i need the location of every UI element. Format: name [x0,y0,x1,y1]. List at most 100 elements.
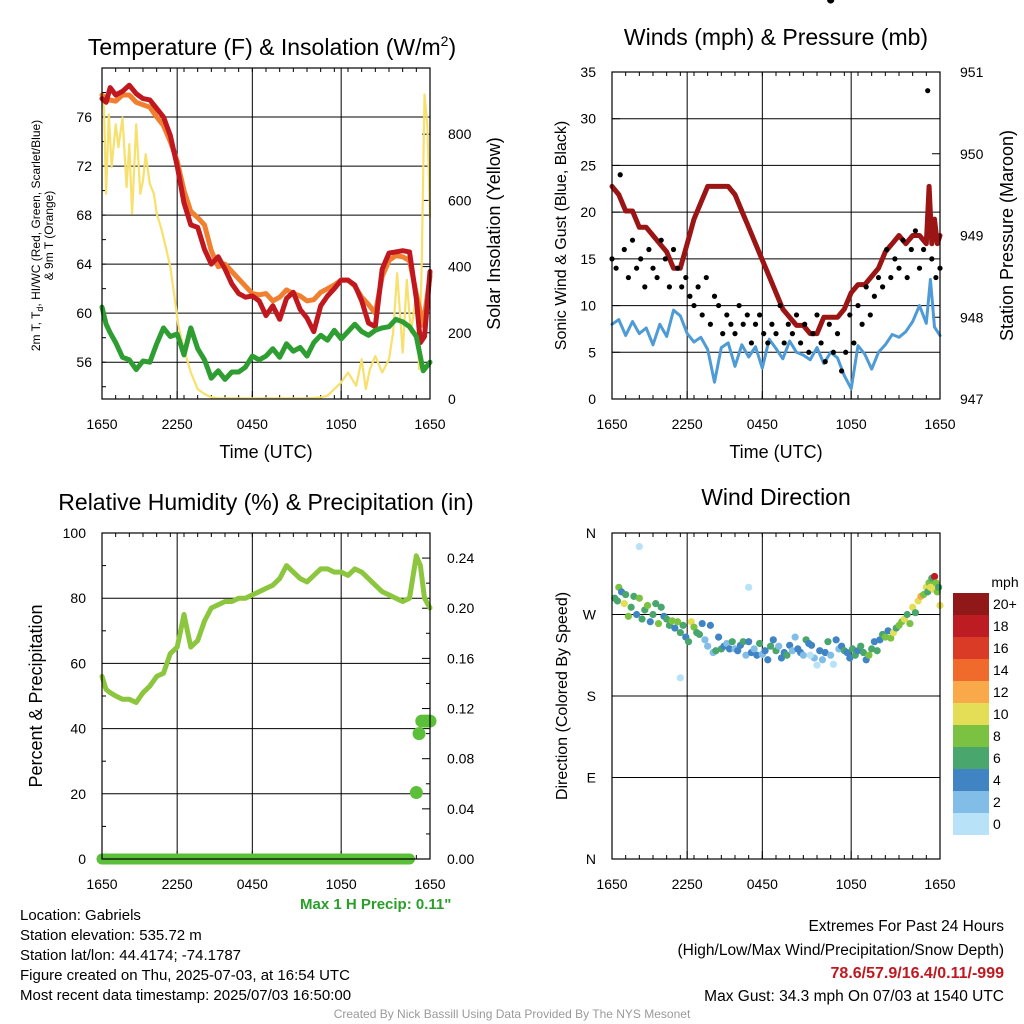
gust-point [638,256,644,262]
direction-point [657,603,665,611]
y2-axis-label: Station Pressure (Maroon) [997,130,1017,341]
direction-point [643,601,652,610]
gust-point [625,274,632,281]
colorbar-label: 18 [993,618,1009,634]
gust-point [912,228,919,234]
direction-point [846,654,854,662]
series-wind-speed [610,277,942,391]
y-tick-label: 30 [580,111,596,127]
y2-tick-label: 951 [960,64,984,80]
panel-temperature: 1650 2250 0450 1050 1650 56 60 64 68 72 76 0 200 400 6… [76,68,472,432]
direction-point [745,583,753,591]
direction-point [881,633,889,641]
gust-point [793,312,800,318]
direction-point [706,621,715,629]
direction-point [712,647,720,655]
direction-point [671,624,679,632]
y-tick-label: 40 [70,721,86,737]
panel-border-humidity [101,532,431,860]
y2-tick-label: 0.00 [447,851,474,867]
colorbar-label: 10 [993,706,1009,722]
y-tick-label: N [586,851,596,867]
x-tick-label: 2250 [162,876,193,892]
series-dewpoint [99,304,433,382]
series-pressure [609,183,943,337]
x-tick-label: 1650 [86,416,117,432]
credit-line: Created By Nick Bassill Using Data Provi… [333,1007,691,1021]
direction-point [824,638,832,646]
series-temp-2m [99,82,433,346]
info-elevation: Station elevation: 535.72 m [20,927,202,944]
max-precip-prefix: Max 1 H Precip: [300,896,416,913]
direction-point [633,610,641,619]
x-tick-label: 2250 [162,416,193,432]
colorbar-swatch [953,769,989,791]
gust-point [736,302,742,309]
direction-point [806,651,814,659]
x-tick-label: 1050 [836,876,867,892]
direction-point [827,651,835,659]
y-tick-label: 64 [76,256,92,272]
y2-tick-label: 400 [448,259,472,275]
direction-point [865,651,873,659]
direction-point [876,636,884,644]
y-tick-label: 80 [70,590,86,606]
gust-point [642,284,648,290]
gust-point [933,274,939,281]
x-tick-label: 2250 [672,876,703,892]
direction-point [903,610,911,619]
direction-point [684,638,693,646]
y-tick-label: 72 [76,158,92,174]
y2-tick-label: 949 [960,228,984,244]
direction-point [848,645,857,653]
direction-point [698,619,706,628]
direction-point [676,674,684,682]
gust-point [740,321,746,327]
gust-point [896,265,902,271]
y-tick-label: 0 [78,851,86,867]
y-tick-label: S [587,688,596,704]
direction-point [728,638,736,646]
direction-point [753,651,761,659]
info-latlon: Station lat/lon: 44.4174; -74.1787 [20,947,242,964]
ylabel-sub: d [35,307,45,312]
y-tick-label: 76 [76,109,92,125]
ylabel-line2: & 9m T (Orange) [42,191,56,281]
gust-point [851,340,857,346]
gust-point [834,331,841,337]
x-tick-label: 1650 [596,876,627,892]
extremes-title: Extremes For Past 24 Hours [808,918,1004,935]
direction-point [788,647,797,655]
direction-point [827,0,835,4]
direction-point [695,630,704,639]
y-tick-label: 15 [580,251,596,267]
gust-point [752,321,759,327]
gust-point [634,265,640,271]
direction-point [723,639,731,648]
direction-point [807,641,816,649]
chart-title-humidity: Relative Humidity (%) & Precipitation (i… [58,489,473,515]
gust-point [658,237,664,243]
gust-point [769,321,775,327]
direction-point [859,648,868,657]
x-tick-label: 0450 [237,876,268,892]
y2-tick-label: 950 [960,146,984,162]
extremes-subtitle: (High/Low/Max Wind/Precipitation/Snow De… [677,942,1005,959]
gust-point [904,274,910,281]
direction-point [756,639,764,648]
gust-point [843,349,849,355]
chart-title-winds: Winds (mph) & Pressure (mb) [624,24,928,50]
y-tick-label: 20 [580,204,596,220]
gust-point [670,246,677,253]
colorbar-swatch [953,659,989,681]
gust-point [871,293,878,299]
direction-point [769,636,777,644]
y2-tick-label: 0.12 [447,701,474,717]
gust-point [711,293,718,299]
colorbar-swatch [953,637,989,659]
direction-point [887,634,895,642]
direction-point [674,618,682,626]
colorbar-label: 20+ [993,596,1017,612]
direction-point [935,583,943,591]
colorbar-label: 8 [993,728,1001,744]
